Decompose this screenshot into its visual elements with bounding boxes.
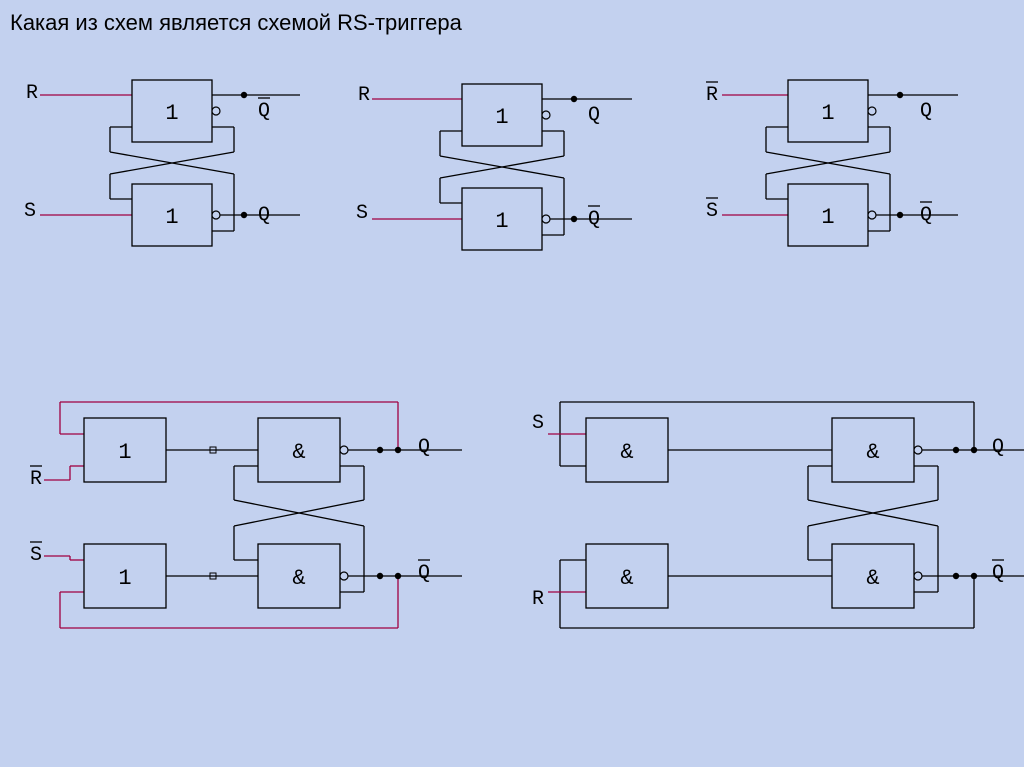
- svg-text:&: &: [292, 566, 305, 591]
- svg-text:1: 1: [495, 209, 508, 234]
- signal-label: Q: [992, 562, 1004, 585]
- svg-text:&: &: [866, 566, 879, 591]
- svg-text:&: &: [292, 440, 305, 465]
- signal-label: S: [532, 412, 544, 435]
- diagram-canvas: Какая из схем является схемой RS-триггер…: [0, 0, 1024, 767]
- junction-dot: [241, 212, 247, 218]
- junction-dot: [395, 573, 401, 579]
- signal-label: S: [30, 544, 42, 567]
- svg-text:1: 1: [165, 205, 178, 230]
- svg-text:1: 1: [821, 101, 834, 126]
- svg-text:&: &: [620, 440, 633, 465]
- signal-label: R: [358, 84, 370, 107]
- signal-label: Q: [992, 436, 1004, 459]
- signal-label: Q: [920, 204, 932, 227]
- junction-dot: [571, 96, 577, 102]
- junction-dot: [377, 573, 383, 579]
- signal-label: Q: [588, 104, 600, 127]
- signal-label: R: [30, 468, 42, 491]
- junction-dot: [897, 92, 903, 98]
- svg-text:1: 1: [821, 205, 834, 230]
- junction-dot: [971, 573, 977, 579]
- signal-label: Q: [258, 100, 270, 123]
- signal-label: R: [706, 84, 718, 107]
- junction-dot: [241, 92, 247, 98]
- svg-text:&: &: [620, 566, 633, 591]
- junction-dot: [953, 573, 959, 579]
- signal-label: R: [532, 588, 544, 611]
- signal-label: S: [706, 200, 718, 223]
- svg-text:1: 1: [495, 105, 508, 130]
- signal-label: S: [24, 200, 36, 223]
- junction-dot: [971, 447, 977, 453]
- junction-dot: [395, 447, 401, 453]
- svg-text:&: &: [866, 440, 879, 465]
- question-title: Какая из схем является схемой RS-триггер…: [10, 10, 463, 35]
- signal-label: Q: [418, 436, 430, 459]
- svg-text:1: 1: [118, 440, 131, 465]
- signal-label: S: [356, 202, 368, 225]
- signal-label: Q: [258, 204, 270, 227]
- signal-label: R: [26, 82, 38, 105]
- svg-text:1: 1: [118, 566, 131, 591]
- signal-label: Q: [588, 208, 600, 231]
- junction-dot: [953, 447, 959, 453]
- junction-dot: [377, 447, 383, 453]
- junction-dot: [897, 212, 903, 218]
- svg-text:1: 1: [165, 101, 178, 126]
- junction-dot: [571, 216, 577, 222]
- signal-label: Q: [418, 562, 430, 585]
- signal-label: Q: [920, 100, 932, 123]
